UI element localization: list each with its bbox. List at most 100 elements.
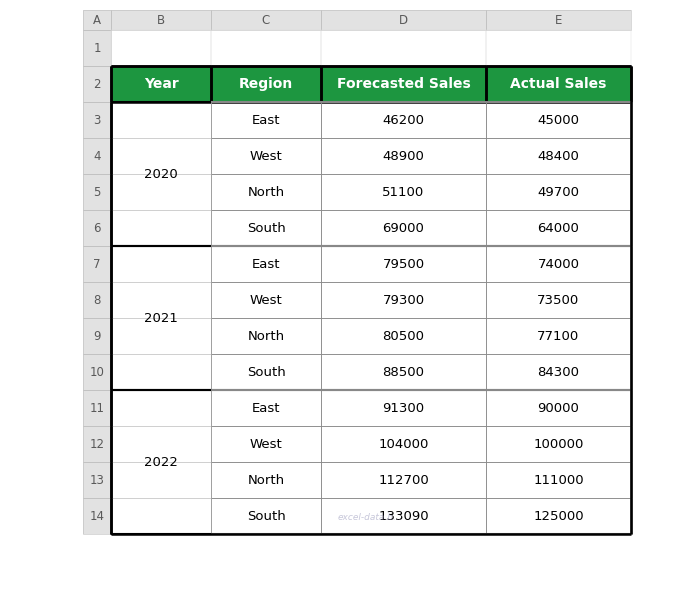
Bar: [211, 282, 321, 318]
Bar: [83, 138, 111, 174]
Text: 2020: 2020: [144, 168, 178, 180]
Text: D: D: [399, 14, 408, 26]
Text: Forecasted Sales: Forecasted Sales: [337, 77, 470, 91]
Text: West: West: [250, 149, 282, 162]
Text: 5: 5: [93, 186, 101, 198]
Bar: [211, 390, 321, 426]
Text: 112700: 112700: [378, 473, 429, 487]
Text: Region: Region: [239, 77, 293, 91]
Bar: [111, 174, 211, 210]
Bar: [211, 318, 321, 354]
Bar: [111, 30, 211, 66]
Text: North: North: [247, 330, 285, 343]
Bar: [111, 318, 211, 354]
Bar: [211, 174, 321, 210]
Text: East: East: [252, 402, 280, 414]
Bar: [321, 102, 486, 138]
Text: 90000: 90000: [538, 402, 580, 414]
Bar: [211, 66, 321, 102]
Bar: [486, 390, 631, 426]
Bar: [486, 462, 631, 498]
Text: South: South: [246, 365, 286, 378]
Bar: [83, 10, 111, 30]
Text: 48900: 48900: [383, 149, 424, 162]
Bar: [486, 66, 631, 102]
Text: East: East: [252, 113, 280, 127]
Bar: [111, 138, 211, 174]
Bar: [83, 282, 111, 318]
Text: excel-data.b...: excel-data.b...: [337, 513, 402, 522]
Text: South: South: [246, 509, 286, 522]
Bar: [321, 30, 486, 66]
Bar: [486, 10, 631, 30]
Bar: [111, 498, 211, 534]
Text: 73500: 73500: [538, 294, 580, 306]
Bar: [111, 354, 211, 390]
Bar: [83, 30, 111, 66]
Text: North: North: [247, 186, 285, 198]
Text: West: West: [250, 438, 282, 451]
Bar: [321, 10, 486, 30]
Bar: [486, 282, 631, 318]
Text: 2021: 2021: [144, 312, 178, 325]
Text: 6: 6: [93, 221, 101, 235]
Bar: [111, 426, 211, 462]
Text: 133090: 133090: [378, 509, 429, 522]
Text: 3: 3: [93, 113, 101, 127]
Text: E: E: [555, 14, 562, 26]
Text: 13: 13: [90, 473, 104, 487]
Bar: [486, 210, 631, 246]
Bar: [321, 462, 486, 498]
Bar: [83, 174, 111, 210]
Bar: [211, 354, 321, 390]
Bar: [83, 318, 111, 354]
Bar: [486, 102, 631, 138]
Bar: [211, 30, 321, 66]
Text: 69000: 69000: [383, 221, 424, 235]
Text: C: C: [262, 14, 270, 26]
Bar: [486, 30, 631, 66]
Text: 48400: 48400: [538, 149, 580, 162]
Bar: [486, 354, 631, 390]
Bar: [321, 390, 486, 426]
Bar: [486, 426, 631, 462]
Bar: [83, 498, 111, 534]
Bar: [211, 10, 321, 30]
Bar: [211, 462, 321, 498]
Text: Actual Sales: Actual Sales: [510, 77, 607, 91]
Text: 12: 12: [90, 438, 104, 451]
Bar: [111, 282, 211, 318]
Text: B: B: [157, 14, 165, 26]
Text: A: A: [93, 14, 101, 26]
Text: 84300: 84300: [538, 365, 580, 378]
Bar: [83, 66, 111, 102]
Bar: [211, 102, 321, 138]
Bar: [83, 390, 111, 426]
Text: 14: 14: [90, 509, 104, 522]
Text: 2: 2: [93, 78, 101, 91]
Text: 10: 10: [90, 365, 104, 378]
Bar: [83, 246, 111, 282]
Bar: [486, 138, 631, 174]
Text: South: South: [246, 221, 286, 235]
Text: West: West: [250, 294, 282, 306]
Bar: [83, 102, 111, 138]
Bar: [486, 174, 631, 210]
Text: 8: 8: [93, 294, 101, 306]
Bar: [111, 390, 211, 426]
Bar: [83, 462, 111, 498]
Bar: [211, 210, 321, 246]
Text: 74000: 74000: [538, 257, 580, 270]
Bar: [321, 426, 486, 462]
Bar: [211, 138, 321, 174]
Text: 11: 11: [90, 402, 104, 414]
Text: 51100: 51100: [382, 186, 425, 198]
Bar: [486, 246, 631, 282]
Bar: [211, 246, 321, 282]
Bar: [321, 174, 486, 210]
Bar: [83, 426, 111, 462]
Bar: [321, 354, 486, 390]
Bar: [321, 246, 486, 282]
Text: 77100: 77100: [538, 330, 580, 343]
Bar: [111, 246, 211, 282]
